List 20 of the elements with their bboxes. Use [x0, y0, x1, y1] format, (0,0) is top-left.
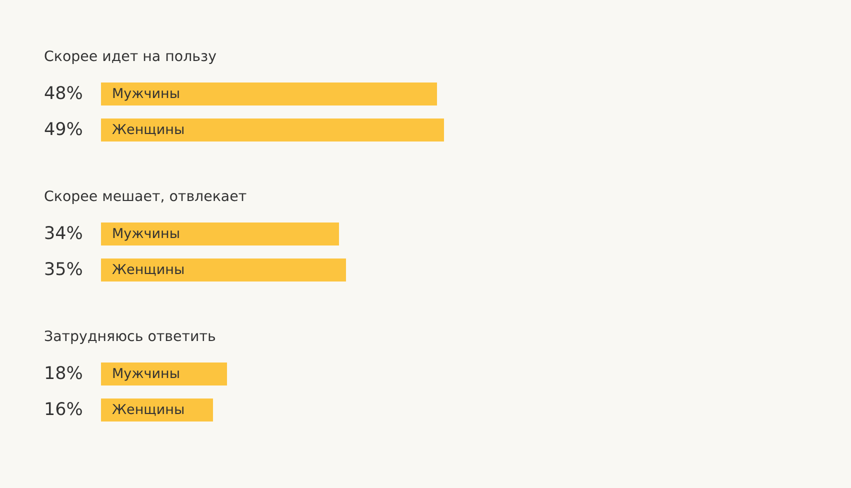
text: Мужчины	[112, 366, 180, 382]
text: Женщины	[112, 402, 185, 418]
data-label: 48%	[44, 84, 83, 104]
bar	[101, 82, 437, 106]
bar	[101, 222, 339, 246]
text: Женщины	[112, 262, 185, 278]
y-tick-label: Скорее мешает, отвлекает	[44, 189, 247, 205]
data-label: 16%	[44, 400, 83, 420]
data-label: 35%	[44, 260, 83, 280]
data-label: 34%	[44, 224, 83, 244]
series-label: Женщины	[112, 122, 185, 138]
text: Мужчины	[112, 226, 180, 242]
bar	[101, 258, 346, 282]
data-label: 49%	[44, 120, 83, 140]
series-label: Мужчины	[112, 86, 180, 102]
y-tick-label: Скорее идет на пользу	[44, 49, 216, 65]
bar	[101, 118, 444, 142]
data-label: 18%	[44, 364, 83, 384]
y-tick-label: Затрудняюсь ответить	[44, 329, 216, 345]
bar	[101, 362, 227, 386]
